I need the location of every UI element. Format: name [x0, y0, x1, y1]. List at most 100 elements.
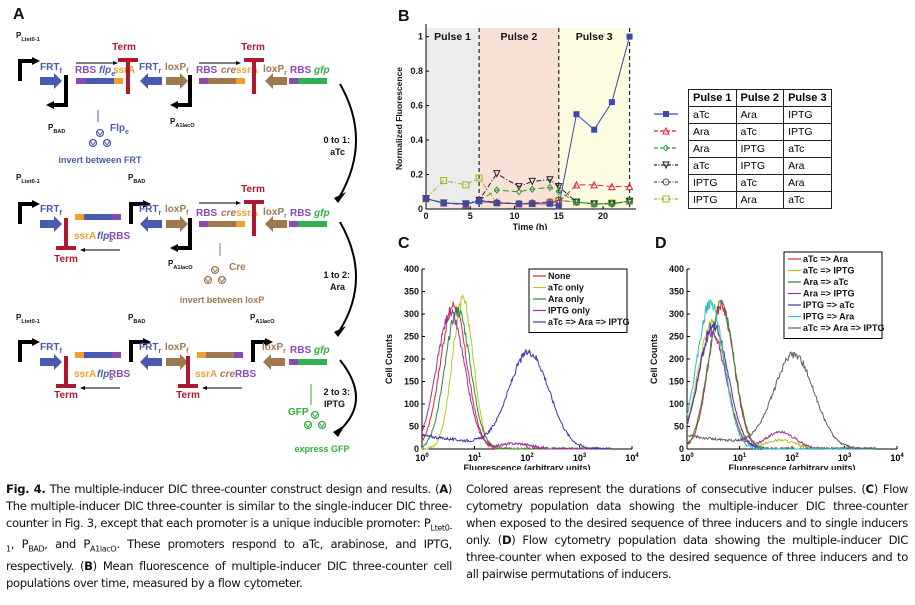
legend-line-icon: [654, 178, 678, 185]
x-tick-label: 100: [680, 453, 694, 463]
flpe-label: flpe: [97, 231, 113, 244]
pulse-cell: aTc: [783, 140, 832, 158]
marker-diamond: [608, 200, 615, 208]
marker-diamond: [493, 186, 500, 194]
x-tick-label: 20: [598, 211, 608, 221]
arrowhead: [80, 248, 85, 252]
caption-text: . These promoters respond to aTc, arabin…: [6, 537, 452, 573]
panel-a-letter: A: [13, 6, 25, 23]
fluorescence-time-chart: Pulse 1 Pulse 2 Pulse 300.20.40.60.810 5 10 1…: [394, 24, 636, 230]
terminator: [118, 58, 138, 94]
legend-line-icon: [654, 143, 678, 152]
rbs-label: RBS: [290, 65, 311, 76]
promoter-line: [176, 218, 192, 250]
promoter-line: [176, 75, 192, 107]
legend-box: [783, 251, 883, 339]
gene-segment: [289, 221, 298, 227]
ssra-label: ssrA: [236, 65, 258, 76]
ssra-label: ssrA: [74, 231, 96, 242]
loxp-r-label: loxPr: [262, 342, 286, 355]
promoter-line: [52, 75, 68, 107]
pulse-cell: IPTG: [735, 157, 785, 175]
gene-segment: [298, 78, 327, 84]
y-tick-label: 50: [674, 422, 684, 432]
legend-line-icon: [654, 110, 678, 117]
protein-blob: [89, 140, 97, 146]
marker-triangle-down: [546, 176, 554, 184]
x-tick-label: 103: [838, 453, 852, 463]
ssra-label: ssrA: [195, 369, 217, 380]
gfp-protein-label: GFP: [288, 407, 309, 418]
pulse-cell: Ara: [783, 157, 832, 175]
pulse-cell: Ara: [688, 140, 737, 158]
legend-label: Ara => IPTG: [803, 289, 855, 299]
term-label: Term: [241, 184, 265, 195]
frt-f-label: FRTf: [40, 204, 62, 217]
arrowhead: [202, 386, 207, 390]
y-axis-label: Normalized Fluorescence: [394, 67, 404, 170]
protein-blob: [210, 265, 220, 275]
legend-label: aTc => Ara: [803, 254, 849, 264]
marker-diamond: [515, 187, 522, 196]
x-tick-label: 15: [554, 211, 564, 221]
legend-label: IPTG => aTc: [803, 300, 854, 310]
loxp-r-label: loxPr: [263, 207, 287, 220]
pulse-table-row: IPTG aTc Ara: [652, 174, 832, 192]
promoter-a1laco: [251, 338, 273, 362]
gfp-protein-icon: [303, 410, 327, 430]
pulse-cell: IPTG: [735, 140, 785, 158]
y-tick-label: 350: [669, 287, 684, 297]
protein-blob: [311, 412, 319, 418]
marker-square: [493, 199, 500, 206]
histogram-curve: [686, 351, 876, 451]
promoter-arrowhead: [32, 200, 40, 208]
protein-blob: [102, 138, 112, 148]
ssra-label: ssrA: [74, 369, 96, 380]
protein-blob: [217, 275, 227, 285]
figure-label: Fig. 4.: [6, 482, 46, 496]
promoter-arrowhead: [143, 338, 151, 346]
caption-ref: A: [439, 482, 448, 496]
histogram-curve: [421, 348, 612, 450]
flpe-protein-label: Flpe: [110, 123, 129, 136]
legend-label: Ara only: [548, 294, 584, 304]
legend-line-icon: [654, 126, 678, 134]
cre-label: cre: [220, 369, 235, 380]
marker-square-open: [440, 177, 448, 185]
promoter-arrowhead: [32, 338, 40, 346]
marker-diamond: [529, 185, 536, 193]
marker-square: [423, 195, 429, 202]
y-tick-label: 300: [669, 309, 684, 319]
marker-square: [476, 198, 483, 205]
y-tick-label: 200: [404, 354, 419, 364]
x-tick-label: 104: [625, 453, 639, 463]
marker-triangle-down: [554, 183, 563, 191]
gene-segment: [76, 78, 86, 84]
pulse-cell: Ara: [735, 106, 785, 124]
gene-segment: [197, 352, 206, 358]
promoter-bad-label: PBAD: [128, 313, 145, 325]
rbs-label: RBS: [109, 369, 130, 380]
pulse-cell: IPTG: [783, 106, 832, 124]
x-tick-label: 5: [468, 211, 473, 221]
rbs-label: RBS: [290, 345, 311, 356]
y-axis-label: Cell Counts: [649, 334, 659, 384]
promoter-a1laco: [170, 75, 192, 109]
marker-square: [462, 200, 469, 207]
marker-square: [573, 111, 580, 118]
flow-cytometry-chart-d: 0 50 100 150 200 250 300 350 400 100 101 102 103 104 F…: [649, 251, 904, 470]
gene-segment: [236, 78, 245, 84]
rbs-label: RBS: [235, 369, 256, 380]
marker-square: [608, 99, 615, 106]
gfp-label: gfp: [313, 65, 330, 76]
terminator: [178, 356, 198, 388]
cre-gene: [197, 352, 243, 358]
legend-marker-cell: [652, 141, 689, 158]
rbs-label: RBS: [109, 231, 130, 242]
y-tick-label: 100: [404, 399, 419, 409]
marker-square: [591, 126, 598, 133]
loxp-f-label: loxPf: [165, 342, 189, 355]
marker-diamond: [591, 200, 598, 208]
gene-segment: [75, 214, 84, 220]
arrowhead: [236, 201, 241, 205]
